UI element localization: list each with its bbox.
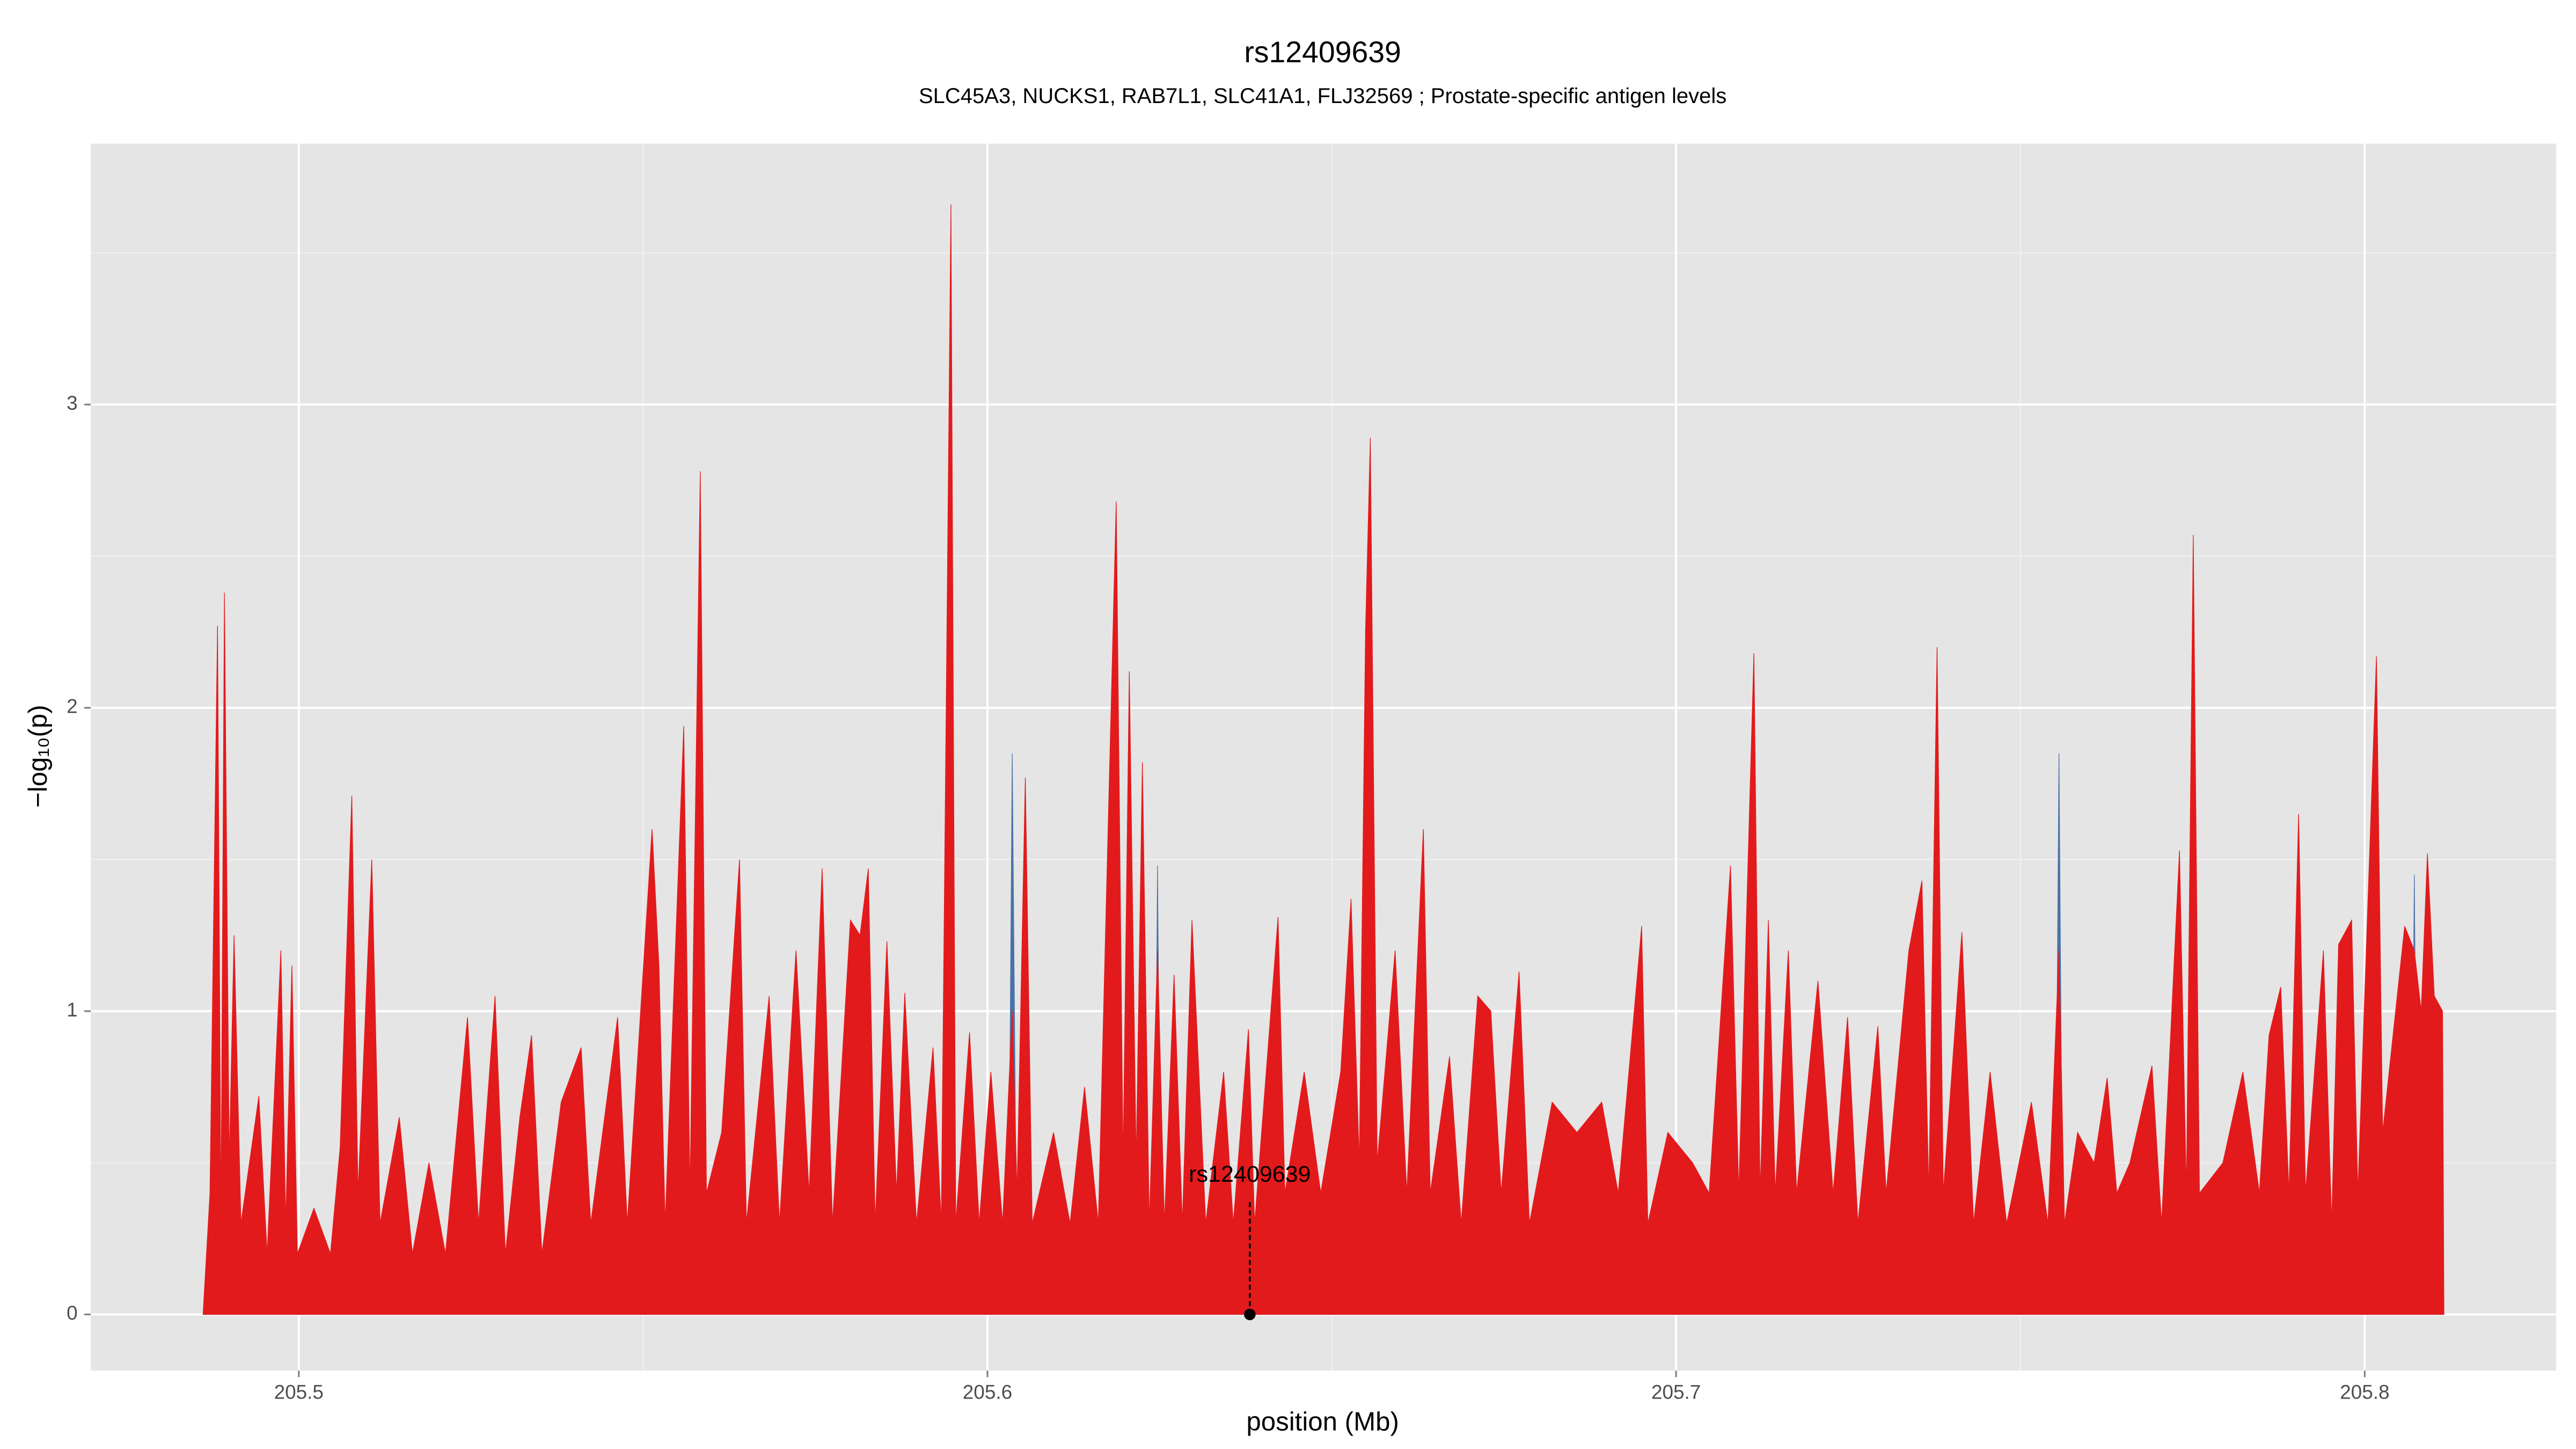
x-tick-label: 205.7 [1651, 1381, 1701, 1403]
y-tick-label: 3 [67, 392, 78, 414]
y-tick-label: 1 [67, 999, 78, 1021]
x-axis-label: position (Mb) [1246, 1407, 1399, 1436]
annotation-point [1244, 1308, 1256, 1321]
chart-subtitle: SLC45A3, NUCKS1, RAB7L1, SLC41A1, FLJ325… [919, 84, 1726, 108]
x-tick-label: 205.6 [963, 1381, 1012, 1403]
y-axis-label: −log₁₀(p) [23, 705, 53, 808]
area [202, 204, 2445, 1315]
chart-title: rs12409639 [1244, 35, 1401, 69]
annotation-label: rs12409639 [1189, 1161, 1311, 1187]
x-tick-label: 205.8 [2340, 1381, 2389, 1403]
y-tick-label: 2 [67, 696, 78, 718]
y-tick-label: 0 [67, 1302, 78, 1324]
x-tick-label: 205.5 [274, 1381, 324, 1403]
